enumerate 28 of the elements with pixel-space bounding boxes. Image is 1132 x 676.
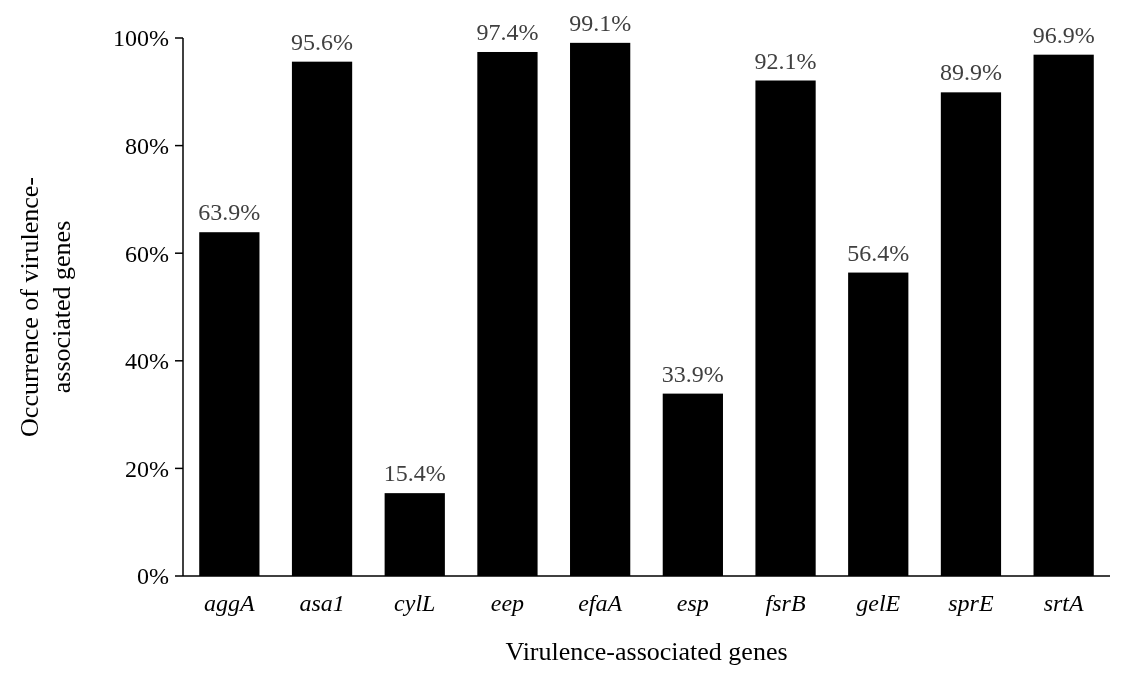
x-tick-label: cylL	[394, 590, 436, 616]
y-tick-label: 20%	[125, 455, 169, 482]
data-label: 15.4%	[383, 460, 446, 487]
x-tick-label: aggA	[204, 590, 256, 616]
data-label: 95.6%	[291, 28, 354, 55]
data-label: 97.4%	[476, 18, 539, 45]
x-tick-label: srtA	[1043, 590, 1084, 616]
y-tick-label: 0%	[137, 563, 169, 590]
data-label: 33.9%	[661, 360, 724, 387]
x-tick-label: esp	[676, 590, 709, 616]
x-tick-label: sprE	[948, 590, 994, 616]
data-label: 56.4%	[847, 239, 910, 266]
data-label: 89.9%	[939, 59, 1002, 86]
x-tick-label: asa1	[299, 590, 345, 616]
x-tick-label: efaA	[578, 590, 623, 616]
y-tick-label: 40%	[125, 348, 169, 375]
data-label: 99.1%	[569, 9, 632, 36]
y-axis-title: Occurrence of virulence-associated genes	[15, 177, 76, 437]
data-label: 96.9%	[1032, 21, 1095, 48]
data-label: 92.1%	[754, 47, 817, 74]
x-tick-label: eep	[490, 590, 525, 616]
y-tick-label: 60%	[125, 240, 169, 267]
y-tick-label: 100%	[113, 25, 169, 52]
x-axis-title: Virulence-associated genes	[505, 637, 788, 666]
data-label: 63.9%	[198, 199, 261, 226]
x-tick-label: gelE	[856, 590, 901, 616]
y-tick-label: 80%	[125, 133, 169, 159]
x-tick-label: fsrB	[765, 590, 806, 616]
